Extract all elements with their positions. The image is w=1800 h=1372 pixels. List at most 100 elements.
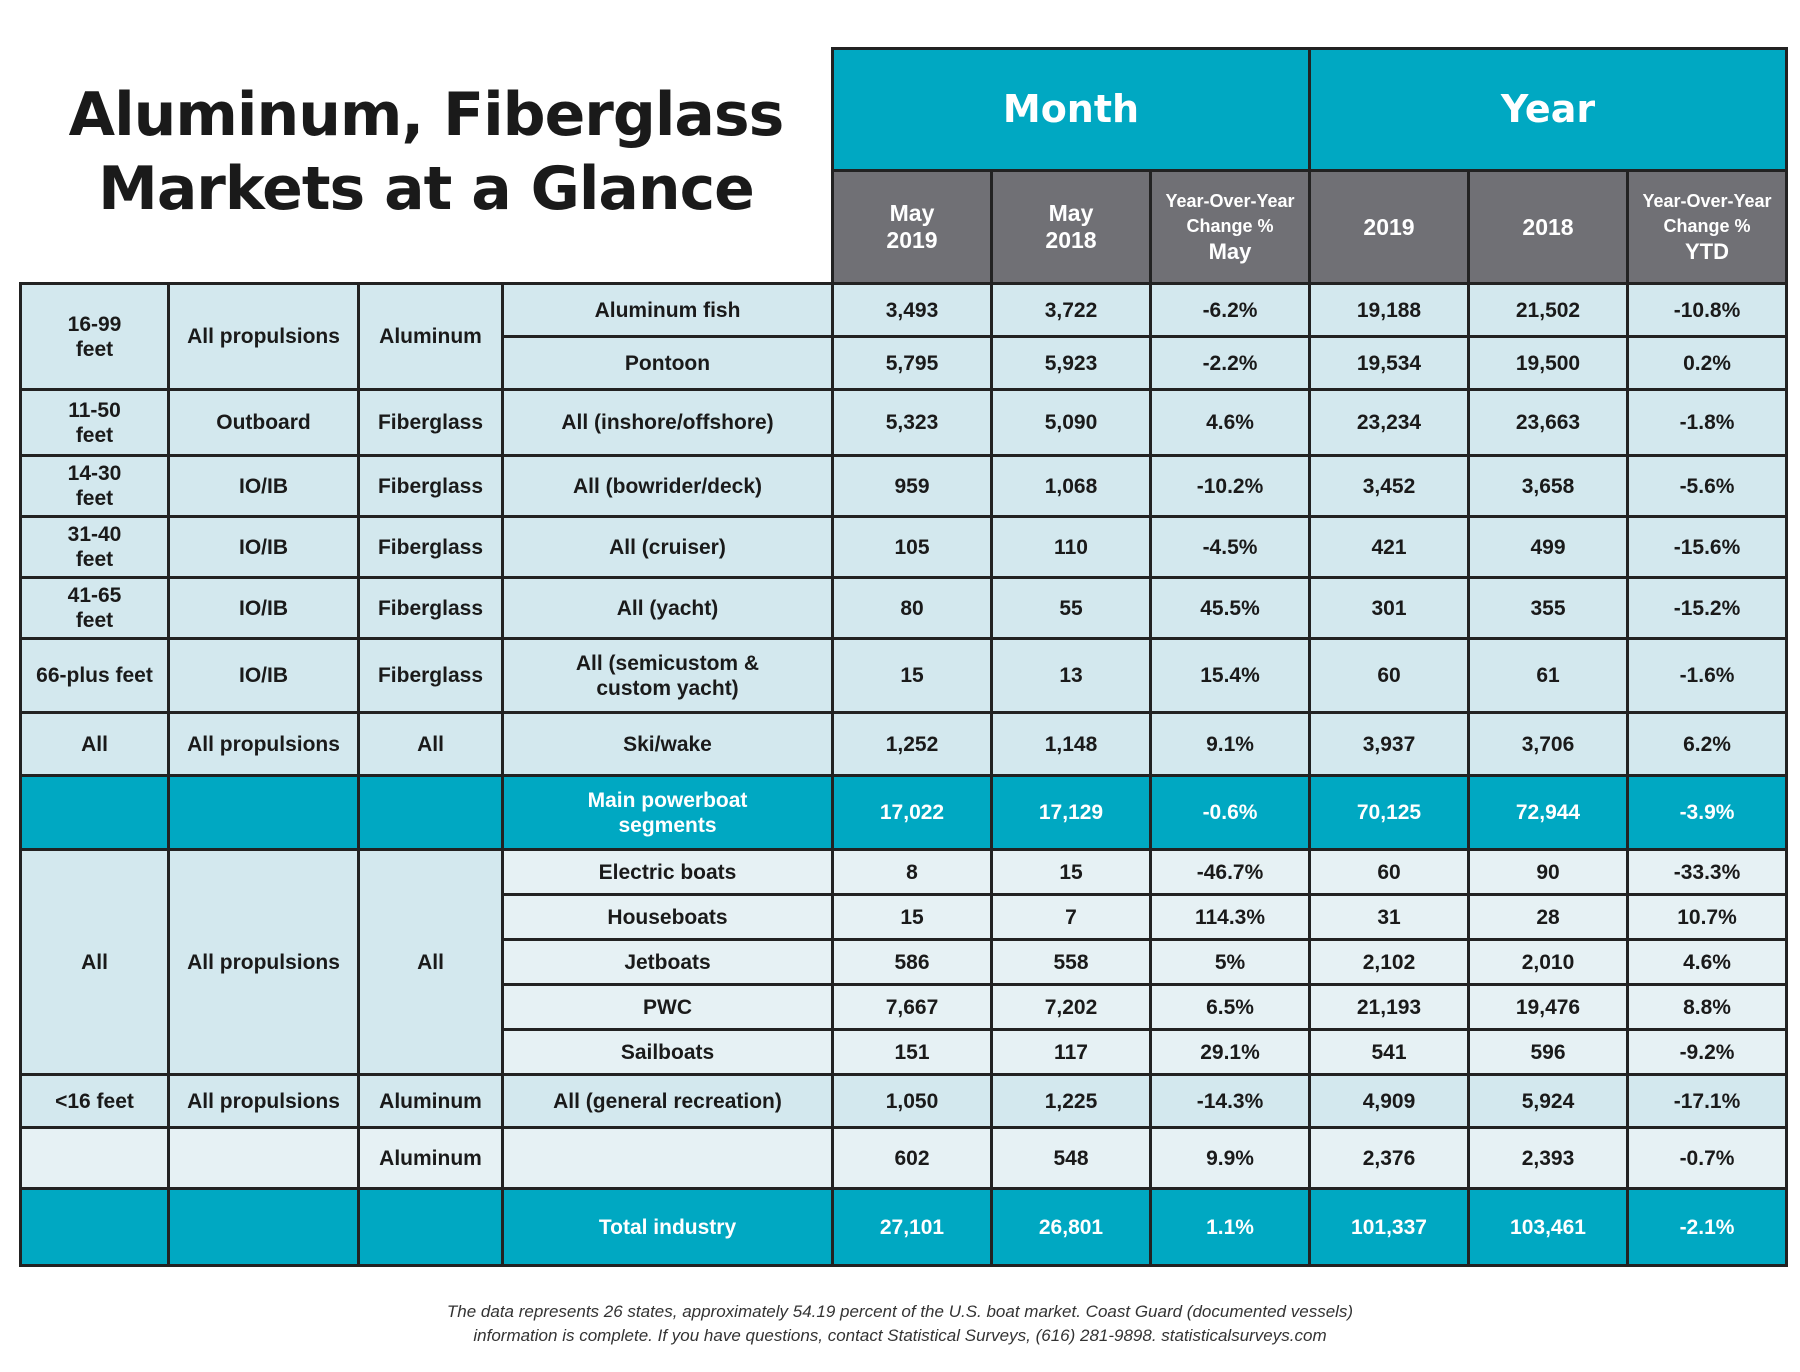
value-cell: -3.9%	[1626, 774, 1788, 851]
value-cell: 959	[831, 454, 993, 518]
value-cell: 3,937	[1308, 711, 1470, 777]
propulsion-cell: All propulsions	[167, 848, 360, 1076]
table-row: Jetboats 586 558 5% 2,102 2,010 4.6%	[21, 938, 1788, 986]
page-title: Aluminum, Fiberglass Markets at a Glance	[20, 78, 832, 226]
value-cell: 13	[990, 637, 1152, 714]
col-header-may-2019: May 2019	[831, 169, 993, 285]
size-cell: 66-plus feet	[19, 637, 170, 714]
value-cell: 110	[990, 515, 1152, 579]
value-cell: 2,102	[1308, 938, 1470, 986]
value-cell: 7,667	[831, 983, 993, 1031]
table-row: Houseboats 15 7 114.3% 31 28 10.7%	[21, 893, 1788, 941]
value-cell: 3,493	[831, 282, 993, 338]
value-cell: 23,663	[1467, 388, 1629, 457]
footnote-line-2: information is complete. If you have que…	[473, 1326, 1327, 1345]
value-cell: 101,337	[1308, 1187, 1470, 1267]
propulsion-cell: Outboard	[167, 388, 360, 457]
value-cell: 19,188	[1308, 282, 1470, 338]
value-cell: 3,658	[1467, 454, 1629, 518]
value-cell: 558	[990, 938, 1152, 986]
month-header: Month	[831, 47, 1311, 172]
segment-cell: Aluminum fish	[501, 282, 834, 338]
value-cell: 1,225	[990, 1073, 1152, 1129]
value-cell: 15	[831, 637, 993, 714]
value-cell: 5,795	[831, 335, 993, 391]
size-cell: 11-50 feet	[19, 388, 170, 457]
value-cell: 19,500	[1467, 335, 1629, 391]
segment-cell: Ski/wake	[501, 711, 834, 777]
title-line-1: Aluminum, Fiberglass	[68, 80, 785, 150]
segment-cell: All (cruiser)	[501, 515, 834, 579]
value-cell: 548	[990, 1126, 1152, 1190]
value-cell: 151	[831, 1028, 993, 1076]
value-cell: -2.1%	[1626, 1187, 1788, 1267]
table-row: 66-plus feet IO/IB Fiberglass All (semic…	[19, 637, 1788, 714]
segment-cell: All (general recreation)	[501, 1073, 834, 1129]
value-cell: -6.2%	[1149, 282, 1311, 338]
value-cell: 45.5%	[1149, 576, 1311, 640]
material-cell: Fiberglass	[357, 576, 504, 640]
segment-cell: Total industry	[501, 1187, 834, 1267]
value-cell: 23,234	[1308, 388, 1470, 457]
size-cell: <16 feet	[19, 1073, 170, 1129]
value-cell: 15	[990, 848, 1152, 896]
segment-cell: All (inshore/offshore)	[501, 388, 834, 457]
size-cell: All	[19, 848, 170, 1076]
value-cell: 541	[1308, 1028, 1470, 1076]
footnote-line-1: The data represents 26 states, approxima…	[446, 1302, 1354, 1321]
col-header-2019: 2019	[1308, 169, 1470, 285]
material-cell: Fiberglass	[357, 515, 504, 579]
value-cell: -1.8%	[1626, 388, 1788, 457]
material-cell: Aluminum	[357, 1073, 504, 1129]
material-cell: Fiberglass	[357, 454, 504, 518]
value-cell: -10.2%	[1149, 454, 1311, 518]
value-cell: 105	[831, 515, 993, 579]
value-cell: 60	[1308, 848, 1470, 896]
value-cell: 7,202	[990, 983, 1152, 1031]
segment-cell: All (semicustom & custom yacht)	[501, 637, 834, 714]
value-cell: 21,193	[1308, 983, 1470, 1031]
value-cell: 15.4%	[1149, 637, 1311, 714]
value-cell: 61	[1467, 637, 1629, 714]
size-cell: 16-99 feet	[19, 282, 170, 391]
col-header-yoy-may: Year-Over-Year Change % May	[1149, 169, 1311, 285]
value-cell: 5,923	[990, 335, 1152, 391]
total-row: Total industry 27,101 26,801 1.1% 101,33…	[19, 1187, 1788, 1267]
value-cell: 1,068	[990, 454, 1152, 518]
size-cell: 31-40 feet	[19, 515, 170, 579]
col-header-may-2018: May 2018	[990, 169, 1152, 285]
year-header: Year	[1308, 47, 1788, 172]
propulsion-cell: IO/IB	[167, 637, 360, 714]
segment-cell: Sailboats	[501, 1028, 834, 1076]
value-cell: 4.6%	[1626, 938, 1788, 986]
table-row: 16-99 feet All propulsions Aluminum Alumi…	[19, 282, 1788, 391]
value-cell: 3,722	[990, 282, 1152, 338]
value-cell: -1.6%	[1626, 637, 1788, 714]
value-cell: 28	[1467, 893, 1629, 941]
table-row: All All propulsions All Ski/wake 1,252 1…	[19, 711, 1788, 777]
value-cell: 17,022	[831, 774, 993, 851]
col-header-2018: 2018	[1467, 169, 1629, 285]
value-cell: -9.2%	[1626, 1028, 1788, 1076]
value-cell: 4.6%	[1149, 388, 1311, 457]
table-row: 14-30 feet IO/IB Fiberglass All (bowrider…	[19, 454, 1788, 518]
material-cell: Aluminum	[357, 1126, 504, 1190]
table-row: <16 feet All propulsions Aluminum All (g…	[19, 1073, 1788, 1129]
propulsion-cell: IO/IB	[167, 454, 360, 518]
value-cell: 9.9%	[1149, 1126, 1311, 1190]
value-cell: -46.7%	[1149, 848, 1311, 896]
value-cell: 6.2%	[1626, 711, 1788, 777]
value-cell: 355	[1467, 576, 1629, 640]
size-cell: 41-65 feet	[19, 576, 170, 640]
value-cell: 586	[831, 938, 993, 986]
table-row: Aluminum 602 548 9.9% 2,376 2,393 -0.7%	[19, 1126, 1788, 1190]
value-cell: 55	[990, 576, 1152, 640]
material-cell: Fiberglass	[357, 388, 504, 457]
value-cell: 72,944	[1467, 774, 1629, 851]
value-cell: 90	[1467, 848, 1629, 896]
segment-cell: Main powerboat segments	[501, 774, 834, 851]
table-row: Pontoon 5,795 5,923 -2.2% 19,534 19,500 …	[21, 335, 1788, 391]
value-cell: 17,129	[990, 774, 1152, 851]
footnote: The data represents 26 states, approxima…	[0, 1300, 1800, 1348]
value-cell: 2,010	[1467, 938, 1629, 986]
